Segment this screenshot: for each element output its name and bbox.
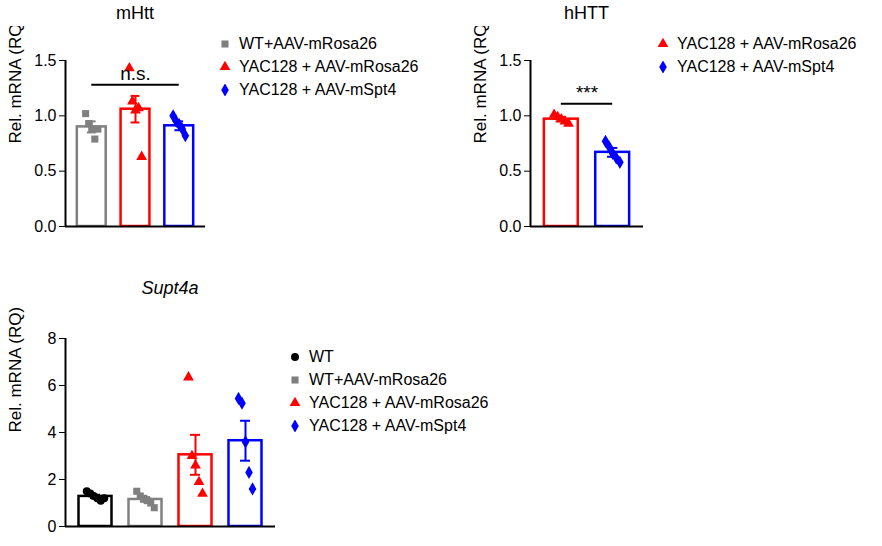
html-text:hHTT: hHTT	[564, 3, 609, 23]
html-text:WT: WT	[309, 347, 334, 365]
svg-text:4: 4	[48, 424, 57, 441]
html-text:YAC128 + AAV-mRosa26: YAC128 + AAV-mRosa26	[239, 57, 419, 75]
svg-text:1.0: 1.0	[499, 107, 521, 124]
svg-text:0.5: 0.5	[499, 162, 521, 179]
svg-text:***: ***	[576, 82, 599, 103]
svg-text:n.s.: n.s.	[120, 63, 151, 84]
html-text:WT+AAV-mRosa26: WT+AAV-mRosa26	[239, 34, 377, 52]
svg-text:0: 0	[48, 518, 57, 535]
html-text:YAC128 + AAV-mRosa26: YAC128 + AAV-mRosa26	[309, 393, 489, 411]
svg-text:1.0: 1.0	[34, 107, 56, 124]
html-text:YAC128 + AAV-mSpt4: YAC128 + AAV-mSpt4	[677, 57, 835, 75]
html-text:YAC128 + AAV-mRosa26: YAC128 + AAV-mRosa26	[677, 34, 857, 52]
svg-text:1.5: 1.5	[34, 52, 56, 69]
html-text:YAC128 + AAV-mSpt4: YAC128 + AAV-mSpt4	[309, 416, 467, 434]
svg-text:Rel. mRNA (RQ): Rel. mRNA (RQ)	[6, 307, 25, 433]
svg-text:1.5: 1.5	[499, 52, 521, 69]
svg-text:6: 6	[48, 377, 57, 394]
svg-text:2: 2	[48, 471, 57, 488]
html-text:WT+AAV-mRosa26: WT+AAV-mRosa26	[309, 370, 447, 388]
svg-text:Rel. mRNA (RQ): Rel. mRNA (RQ)	[471, 26, 490, 144]
svg-text:0.0: 0.0	[499, 218, 521, 234]
svg-text:8: 8	[48, 330, 57, 347]
html-text:mHtt: mHtt	[116, 3, 154, 23]
svg-text:0.0: 0.0	[34, 218, 56, 234]
svg-text:0.5: 0.5	[34, 162, 56, 179]
html-text:YAC128 + AAV-mSpt4: YAC128 + AAV-mSpt4	[239, 80, 397, 98]
svg-text:Rel. mRNA (RQ): Rel. mRNA (RQ)	[6, 26, 25, 144]
html-text:Supt4a: Supt4a	[141, 278, 199, 298]
